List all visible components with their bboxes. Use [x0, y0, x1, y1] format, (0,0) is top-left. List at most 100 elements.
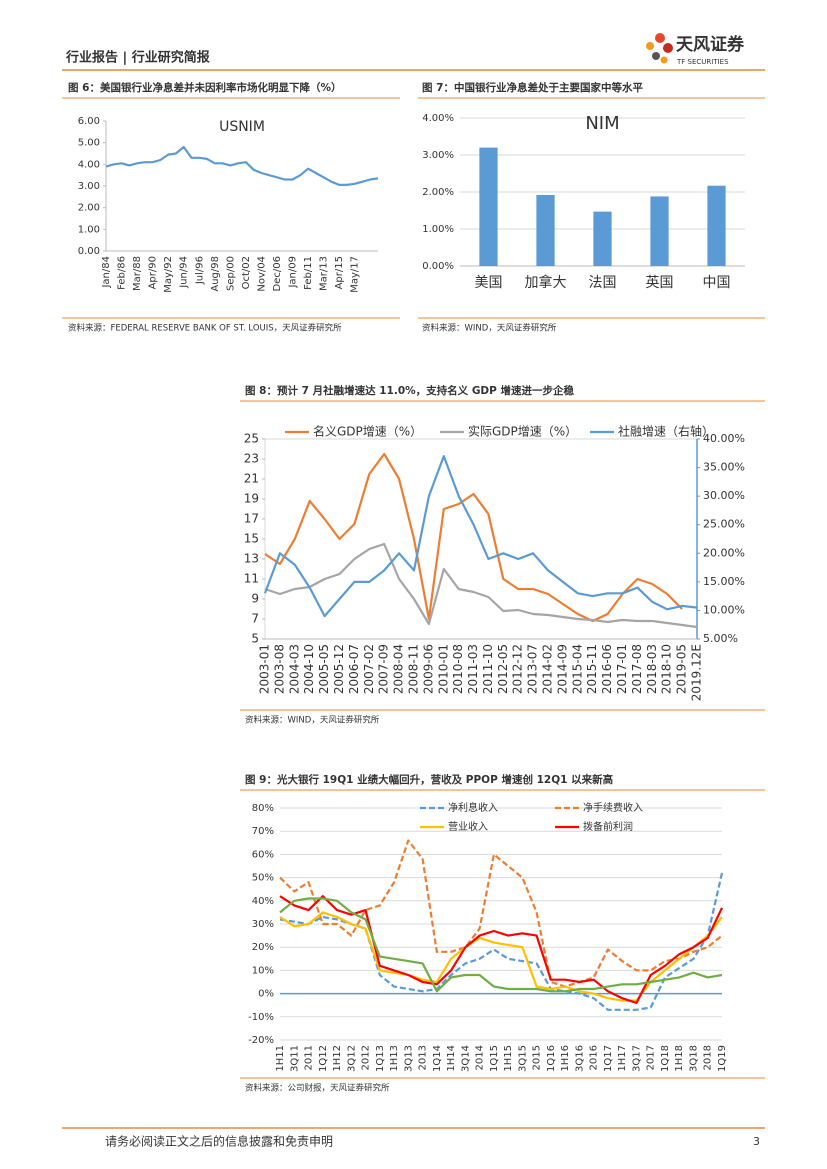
- logo-text: 天风证券: [676, 34, 745, 55]
- figure-caption: 图 8：预计 7 月社融增速达 11.0%，支持名义 GDP 增速进一步企稳: [245, 384, 575, 397]
- chart-title: USNIM: [219, 119, 265, 135]
- y2-tick-label: 5.00%: [703, 632, 738, 645]
- x-tick-label: Nov/04: [256, 256, 267, 292]
- x-tick-label: Mar/88: [132, 256, 143, 291]
- x-tick-label: 加拿大: [525, 274, 567, 291]
- figure-source: 资料来源：公司财报，天风证券研究所: [245, 1083, 390, 1094]
- x-tick-label: 1H12: [332, 1045, 343, 1072]
- figure-caption: 图 6：美国银行业净息差并未因利率市场化明显下降（%）: [68, 81, 341, 94]
- y-tick-label: 19: [244, 492, 259, 506]
- x-tick-label: 2019-05: [675, 644, 689, 694]
- x-tick-label: 2018: [703, 1045, 714, 1070]
- x-tick-label: 1Q18: [660, 1045, 671, 1072]
- figure-caption: 图 7：中国银行业净息差处于主要国家中等水平: [422, 81, 643, 94]
- y-tick-label: 10%: [252, 965, 274, 976]
- x-tick-label: Jan/84: [101, 256, 112, 289]
- x-tick-label: 2005-05: [317, 644, 331, 694]
- y2-tick-label: 15.00%: [703, 575, 745, 588]
- x-tick-label: 1Q15: [489, 1045, 500, 1072]
- y-tick-label: 0%: [258, 989, 274, 1000]
- x-tick-label: 2009-06: [421, 644, 435, 694]
- y-tick-label: 1.00%: [422, 224, 454, 235]
- x-tick-label: 3Q14: [460, 1045, 471, 1072]
- bar: [536, 194, 555, 266]
- header-label: 行业报告 | 行业研究简报: [65, 50, 211, 66]
- x-tick-label: 2018-03: [645, 644, 659, 694]
- series-line: [263, 455, 698, 618]
- series-line: [279, 872, 724, 1011]
- x-tick-label: Mar/13: [319, 256, 330, 291]
- x-tick-label: 1H16: [560, 1045, 571, 1072]
- x-tick-label: 美国: [475, 275, 503, 291]
- figure-source: 资料来源：WIND，天风证券研究所: [422, 323, 557, 334]
- series-line: [105, 145, 379, 186]
- x-tick-label: May/17: [350, 256, 361, 293]
- x-tick-label: Jan/09: [288, 256, 299, 289]
- x-tick-label: 3Q12: [346, 1045, 357, 1072]
- series-line: [279, 911, 723, 1002]
- x-tick-label: 3Q17: [631, 1045, 642, 1072]
- series-line: [264, 542, 698, 629]
- y-tick-label: 21: [244, 472, 259, 486]
- x-tick-label: 1H15: [503, 1045, 514, 1072]
- y-tick-label: 0.00: [78, 246, 100, 257]
- y-tick-label: -20%: [248, 1035, 274, 1046]
- x-tick-label: 2012: [361, 1045, 372, 1070]
- footer-disclaimer: 请务必阅读正文之后的信息披露和免责申明: [105, 1134, 333, 1149]
- x-tick-label: 1H11: [275, 1045, 286, 1072]
- y2-tick-label: 40.00%: [703, 432, 745, 445]
- x-tick-label: 3Q18: [688, 1045, 699, 1072]
- y-tick-label: 9: [251, 592, 259, 606]
- y2-tick-label: 30.00%: [703, 489, 745, 502]
- x-tick-label: 2011-10: [481, 644, 495, 694]
- bar: [650, 196, 669, 266]
- x-tick-label: 2013-07: [526, 644, 540, 694]
- y-tick-label: 13: [244, 552, 259, 566]
- y-tick-label: 6.00: [78, 116, 100, 127]
- y-tick-label: 30%: [252, 919, 274, 930]
- x-tick-label: 2016: [589, 1045, 600, 1070]
- y-tick-label: 1.00: [78, 224, 100, 235]
- x-tick-label: 1Q14: [432, 1045, 443, 1072]
- x-tick-label: 1H14: [446, 1045, 457, 1072]
- x-tick-label: 2017-01: [615, 644, 629, 694]
- legend-label: 营业收入: [448, 820, 488, 833]
- y-tick-label: 5: [251, 632, 259, 646]
- figure-caption: 图 9：光大银行 19Q1 业绩大幅回升，营收及 PPOP 增速创 12Q1 以…: [245, 773, 614, 786]
- x-tick-label: 2015-04: [570, 644, 584, 694]
- legend-label: 拨备前利润: [583, 820, 633, 833]
- y-tick-label: 15: [244, 532, 259, 546]
- y-tick-label: 60%: [252, 849, 274, 860]
- y-tick-label: 3.00%: [422, 150, 454, 161]
- x-tick-label: 2011-03: [466, 644, 480, 694]
- x-tick-label: Apr/15: [334, 256, 345, 289]
- y2-tick-label: 25.00%: [703, 518, 745, 531]
- page-number: 3: [753, 1135, 760, 1148]
- x-tick-label: Feb/86: [117, 256, 128, 290]
- y2-tick-label: 35.00%: [703, 461, 745, 474]
- y-tick-label: 2.00: [78, 203, 100, 214]
- y-tick-label: 5.00: [78, 138, 100, 149]
- x-tick-label: Aug/98: [210, 256, 221, 292]
- x-tick-label: 中国: [703, 275, 731, 291]
- series-line: [279, 897, 723, 993]
- x-tick-label: 3Q13: [403, 1045, 414, 1072]
- x-tick-label: Dec/06: [272, 256, 283, 291]
- figure-source: 资料来源：WIND，天风证券研究所: [245, 715, 380, 726]
- x-tick-label: 2010-08: [451, 644, 465, 694]
- x-tick-label: 3Q16: [574, 1045, 585, 1072]
- x-tick-label: 2017: [646, 1045, 657, 1070]
- x-tick-label: 2003-08: [272, 644, 286, 694]
- x-tick-label: 2005-12: [332, 644, 346, 694]
- x-tick-label: 1H17: [617, 1045, 628, 1072]
- y-tick-label: 50%: [252, 873, 274, 884]
- y-tick-label: -10%: [248, 1012, 274, 1023]
- x-tick-label: 2016-06: [600, 644, 614, 694]
- x-tick-label: 2007-09: [377, 644, 391, 694]
- series-line: [264, 452, 683, 623]
- y-tick-label: 0.00%: [422, 261, 454, 272]
- x-tick-label: 1Q17: [603, 1045, 614, 1072]
- y-tick-label: 80%: [252, 803, 274, 814]
- bar: [593, 211, 612, 266]
